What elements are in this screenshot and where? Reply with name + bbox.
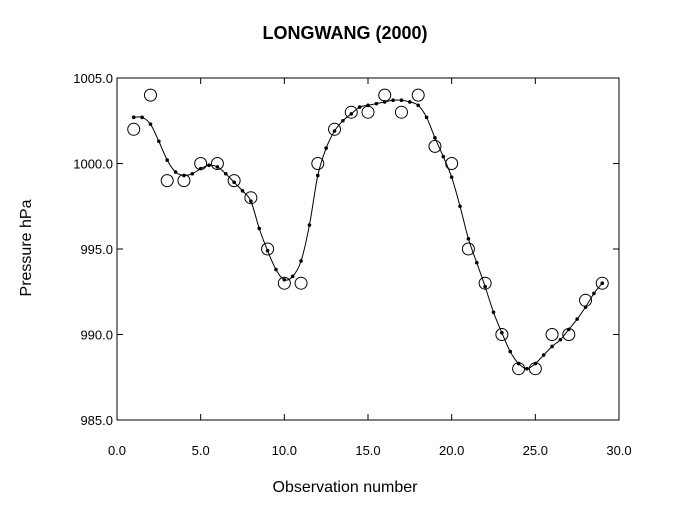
plot-area: 0.0 5.0 10.0 15.0 20.0 25.0 30.0 985.0 990.0 995.… bbox=[73, 71, 631, 458]
observation-point bbox=[394, 105, 408, 119]
x-tick-label: 10.0 bbox=[272, 443, 297, 458]
observation-point bbox=[160, 174, 174, 188]
observation-point bbox=[461, 242, 475, 256]
x-axis-label: Observation number bbox=[273, 479, 419, 496]
smoothed-point bbox=[466, 236, 471, 241]
y-tick-label: 990.0 bbox=[80, 328, 113, 343]
smoothed-point bbox=[416, 103, 421, 108]
smoothed-point bbox=[550, 344, 554, 349]
y-axis-label: Pressure hPa bbox=[18, 199, 35, 296]
x-tick-label: 30.0 bbox=[606, 443, 631, 458]
smoothed-point bbox=[374, 101, 379, 106]
smoothed-point bbox=[148, 122, 153, 126]
observation-point bbox=[528, 362, 542, 376]
y-tick-label: 1005.0 bbox=[73, 71, 113, 86]
y-tick-label: 1000.0 bbox=[73, 157, 113, 172]
smoothed-point bbox=[190, 171, 195, 176]
smoothed-point bbox=[600, 281, 605, 286]
observation-point bbox=[378, 88, 392, 102]
x-tick-label: 20.0 bbox=[439, 443, 464, 458]
smoothed-point bbox=[441, 154, 446, 159]
x-tick-label: 5.0 bbox=[192, 443, 210, 458]
smoothed-point bbox=[341, 118, 345, 123]
y-tick-label: 985.0 bbox=[80, 413, 113, 428]
smoothed-point bbox=[508, 349, 513, 354]
observation-point bbox=[579, 293, 593, 307]
smoothed-point bbox=[282, 277, 287, 282]
observation-point bbox=[411, 88, 425, 102]
chart-title: LONGWANG (2000) bbox=[262, 23, 427, 43]
observation-point bbox=[127, 122, 141, 136]
observation-point bbox=[277, 276, 291, 290]
smoothed-point bbox=[575, 317, 579, 321]
observation-point bbox=[177, 174, 191, 188]
smoothed-point bbox=[207, 163, 211, 168]
smoothed-point bbox=[307, 223, 312, 227]
x-tick-label: 25.0 bbox=[523, 443, 548, 458]
smoothed-point bbox=[408, 100, 412, 104]
smoothed-point bbox=[357, 105, 362, 109]
smoothed-point bbox=[449, 175, 454, 179]
smoothed-point bbox=[399, 98, 404, 103]
smoothed-point bbox=[290, 274, 295, 279]
observation-point bbox=[227, 174, 241, 188]
x-tick-label: 0.0 bbox=[108, 443, 126, 458]
smoothed-point bbox=[140, 115, 144, 120]
smoothed-point bbox=[349, 112, 354, 116]
smoothed-point bbox=[332, 129, 337, 133]
observation-point bbox=[328, 122, 342, 136]
smoothed-point bbox=[592, 291, 596, 296]
smoothed-point bbox=[173, 170, 178, 174]
smoothed-point bbox=[223, 171, 228, 176]
smoothed-point bbox=[558, 337, 563, 342]
observation-point bbox=[344, 105, 358, 119]
smoothed-point bbox=[249, 199, 253, 203]
observation-point bbox=[445, 157, 459, 170]
smoothed-point bbox=[131, 115, 136, 120]
smoothed-point bbox=[257, 226, 262, 231]
observation-point bbox=[562, 328, 576, 341]
smoothed-point bbox=[165, 158, 169, 162]
x-tick-label: 15.0 bbox=[355, 443, 380, 458]
y-tick-label: 995.0 bbox=[80, 242, 113, 257]
smoothed-point bbox=[265, 248, 270, 253]
observation-point bbox=[210, 157, 224, 170]
smoothed-point bbox=[541, 353, 546, 357]
smoothed-point bbox=[324, 146, 328, 150]
smoothed-point bbox=[299, 259, 303, 263]
smoothed-point bbox=[215, 165, 220, 169]
observation-point bbox=[361, 105, 375, 119]
observation-point bbox=[261, 242, 275, 256]
observation-point bbox=[495, 328, 509, 341]
smoothed-point bbox=[474, 260, 479, 265]
smoothed-point bbox=[458, 204, 462, 209]
smoothed-point bbox=[424, 115, 429, 120]
smoothed-point bbox=[433, 136, 437, 140]
observation-point bbox=[428, 139, 442, 153]
smoothed-point bbox=[491, 310, 496, 315]
smoothed-series-line bbox=[133, 99, 603, 370]
smoothed-point bbox=[483, 284, 487, 289]
smoothed-point bbox=[525, 366, 529, 371]
observation-point bbox=[311, 157, 325, 170]
observation-point bbox=[194, 157, 208, 170]
smoothed-point bbox=[391, 98, 395, 103]
observation-point bbox=[244, 191, 258, 205]
observation-point bbox=[595, 276, 609, 290]
smoothed-point bbox=[316, 173, 320, 178]
observation-point bbox=[143, 88, 157, 102]
plot-frame bbox=[116, 77, 620, 421]
observation-point bbox=[545, 328, 559, 341]
observation-point bbox=[294, 276, 308, 290]
observation-point bbox=[512, 362, 526, 376]
smoothed-point bbox=[240, 189, 245, 193]
smoothed-point bbox=[274, 267, 278, 272]
smoothed-point bbox=[157, 139, 161, 144]
smoothed-point bbox=[500, 330, 504, 335]
observation-point bbox=[478, 276, 492, 290]
smoothed-point bbox=[232, 180, 236, 185]
